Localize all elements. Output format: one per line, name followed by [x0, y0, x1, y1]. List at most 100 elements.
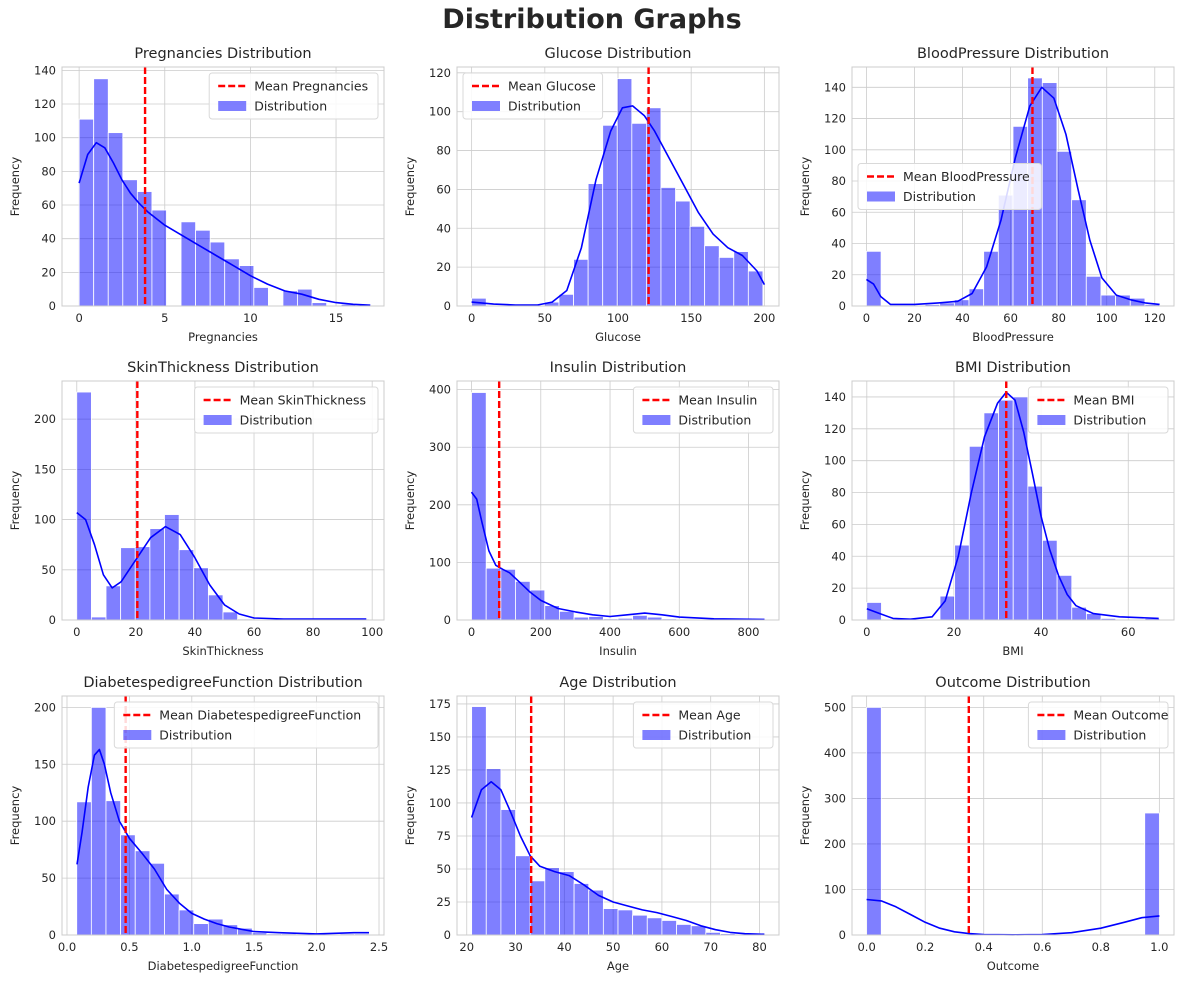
histogram-bar [224, 258, 240, 307]
subplot-title: Outcome Distribution [935, 675, 1090, 691]
histogram-bar [704, 245, 720, 307]
legend: Mean Age Distribution [632, 701, 774, 749]
histogram-bar [1012, 396, 1029, 621]
histogram-bar [660, 187, 676, 307]
subplot-3: 0 20 40 60 80 100 120 0 20 40 60 80 100 120 140 BloodPr… [798, 46, 1175, 344]
histogram-bar [983, 250, 999, 307]
histogram-bar [178, 549, 195, 621]
y-tick-label: 100 [824, 143, 846, 157]
y-tick-label: 200 [429, 498, 451, 512]
histogram-bar [559, 610, 575, 621]
histogram-bar [134, 850, 151, 936]
y-tick-label: 120 [824, 422, 846, 436]
legend: Mean SkinThickness Distribution [194, 386, 379, 434]
x-tick-label: 120 [1144, 311, 1166, 325]
x-tick-label: 0.5 [120, 940, 138, 954]
y-tick-label: 400 [429, 383, 451, 397]
y-tick-label: 40 [41, 232, 56, 246]
y-axis-label: Frequency [8, 471, 22, 531]
y-tick-label: 300 [824, 791, 846, 805]
x-axis-label: Outcome [987, 959, 1040, 973]
x-tick-label: 20 [947, 625, 962, 639]
y-tick-label: 120 [824, 112, 846, 126]
x-axis-label: BloodPressure [972, 330, 1054, 344]
x-tick-label: 150 [680, 311, 702, 325]
x-tick-label: 40 [1034, 625, 1049, 639]
y-tick-label: 120 [34, 97, 56, 111]
x-tick-label: 40 [557, 940, 572, 954]
x-axis-label: Insulin [599, 644, 637, 658]
y-axis-label: Frequency [798, 471, 812, 531]
legend-dist-label: Distribution [159, 728, 232, 743]
subplot-5: 0 200 400 600 800 0 100 200 300 400 Insulin Distri… [403, 360, 780, 658]
histogram-bar [689, 225, 706, 307]
legend-dist-swatch [472, 101, 500, 111]
histogram-bar [866, 250, 882, 307]
x-tick-label: 50 [537, 311, 552, 325]
y-axis-label: Frequency [8, 786, 22, 846]
x-tick-label: 0.0 [58, 940, 76, 954]
legend-dist-swatch [123, 730, 152, 740]
x-tick-label: 40 [188, 625, 203, 639]
histogram-bar [1012, 125, 1029, 307]
legend-dist-label: Distribution [903, 189, 976, 204]
kde-curve [866, 898, 1160, 936]
histogram-bar [559, 871, 575, 936]
kde-curve [470, 780, 765, 936]
y-tick-label: 0 [49, 928, 56, 942]
x-tick-label: 80 [752, 940, 767, 954]
kde-curve [865, 86, 1160, 306]
y-tick-label: 100 [429, 796, 451, 810]
histogram-bar [471, 706, 487, 936]
y-tick-label: 120 [429, 66, 451, 80]
y-tick-label: 50 [41, 871, 56, 885]
y-tick-label: 400 [824, 746, 846, 760]
axes-frame [61, 695, 385, 936]
legend-mean-label: Mean SkinThickness [240, 393, 366, 408]
x-tick-label: 40 [955, 311, 970, 325]
y-tick-label: 80 [831, 486, 846, 500]
histogram-bar [632, 614, 648, 621]
legend-dist-swatch [642, 730, 671, 740]
subplot-title: Age Distribution [559, 675, 676, 691]
x-tick-label: 60 [1003, 311, 1018, 325]
histogram-bar [676, 924, 692, 936]
legend-dist-swatch [203, 415, 232, 425]
histogram-bar [1056, 150, 1073, 307]
axes-frame [61, 66, 385, 307]
axes-frame [851, 380, 1175, 621]
figure-title: Distribution Graphs [442, 4, 742, 35]
y-tick-label: 200 [824, 837, 846, 851]
histogram-bar [646, 917, 663, 936]
x-tick-label: 0.8 [1092, 940, 1110, 954]
x-tick-label: 0 [468, 311, 475, 325]
histogram-bar [500, 809, 516, 936]
y-tick-label: 0 [839, 299, 846, 313]
y-tick-label: 60 [436, 182, 451, 196]
legend-dist-swatch [1037, 730, 1066, 740]
y-tick-label: 100 [34, 131, 56, 145]
x-tick-label: 200 [530, 625, 552, 639]
x-tick-label: 100 [1096, 311, 1118, 325]
kde-curve [76, 511, 367, 620]
y-tick-label: 140 [824, 390, 846, 404]
histogram-bar [515, 581, 531, 621]
histogram-bar [544, 867, 560, 936]
y-axis-label: Frequency [798, 786, 812, 846]
histogram-bar [588, 616, 604, 621]
x-tick-label: 600 [668, 625, 690, 639]
legend-mean-label: Mean DiabetespedigreeFunction [159, 708, 361, 723]
y-tick-label: 20 [831, 581, 846, 595]
legend-mean-label: Mean BMI [1073, 393, 1134, 408]
axes-frame [456, 695, 780, 936]
x-tick-label: 60 [655, 940, 670, 954]
legend-mean-label: Mean Insulin [678, 393, 757, 408]
histogram-bar [631, 122, 647, 307]
legend-mean-label: Mean BloodPressure [903, 169, 1030, 184]
legend-box [857, 163, 1042, 210]
y-tick-label: 0 [444, 299, 451, 313]
y-tick-label: 100 [34, 513, 56, 527]
x-tick-label: 0 [75, 311, 82, 325]
histogram-bar [617, 909, 634, 936]
